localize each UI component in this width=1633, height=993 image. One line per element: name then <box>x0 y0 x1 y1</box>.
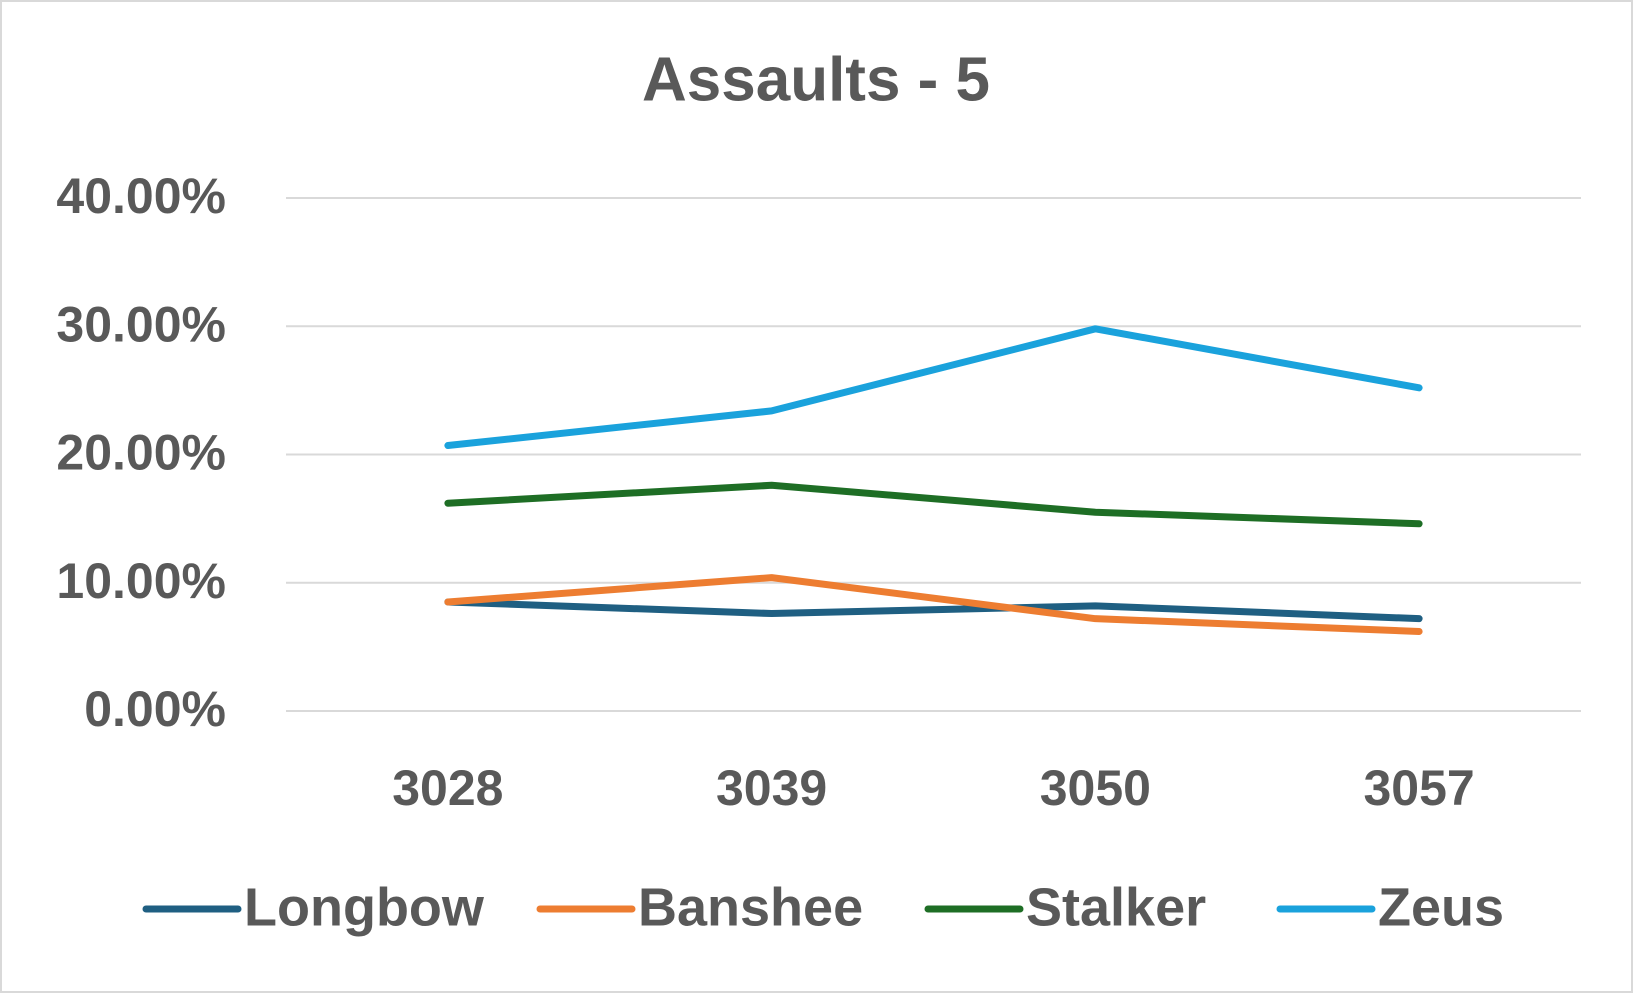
x-tick-label: 3050 <box>1040 760 1151 816</box>
y-tick-label: 20.00% <box>56 425 226 481</box>
x-tick-label: 3028 <box>392 760 503 816</box>
series-line <box>444 598 1423 623</box>
x-tick-label: 3057 <box>1364 760 1475 816</box>
y-tick-label: 40.00% <box>56 168 226 224</box>
legend-label: Stalker <box>1026 877 1206 937</box>
chart-title: Assaults - 5 <box>642 45 990 114</box>
series-line <box>444 481 1423 528</box>
legend-label: Zeus <box>1378 877 1504 937</box>
series-line <box>444 325 1423 450</box>
x-tick-label: 3039 <box>716 760 827 816</box>
y-tick-label: 30.00% <box>56 296 226 352</box>
legend-label: Longbow <box>244 877 485 937</box>
y-tick-label: 0.00% <box>84 681 226 737</box>
y-tick-label: 10.00% <box>56 553 226 609</box>
legend-label: Banshee <box>638 877 863 937</box>
series-line <box>444 574 1423 635</box>
